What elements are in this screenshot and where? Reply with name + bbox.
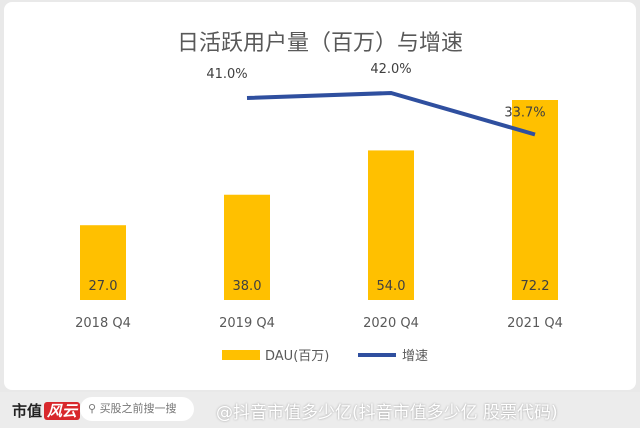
line-label: 41.0% — [206, 67, 247, 82]
bar-label: 38.0 — [233, 279, 262, 294]
legend-bar-swatch — [222, 350, 260, 360]
x-tick-label: 2018 Q4 — [75, 316, 131, 331]
line-label: 42.0% — [370, 62, 411, 77]
chart-title: 日活跃用户量（百万）与增速 — [177, 31, 463, 56]
chart: 日活跃用户量（百万）与增速 27.0 38.0 54.0 72.2 2018 Q4 20… — [75, 31, 563, 364]
logo: 市值 风云 — [12, 400, 81, 421]
search-icon: ⚲ — [88, 402, 100, 415]
bar-label: 72.2 — [521, 279, 550, 294]
line-label: 33.7% — [504, 106, 545, 121]
bar — [224, 194, 270, 300]
growth-line — [246, 90, 536, 137]
bar — [368, 150, 414, 300]
bar — [80, 225, 126, 300]
bar-label: 27.0 — [89, 279, 118, 294]
x-tick-label: 2021 Q4 — [507, 316, 563, 331]
search-input[interactable]: ⚲ 买股之前搜一搜 — [80, 397, 194, 421]
footer: 市值 风云 ⚲ 买股之前搜一搜 @抖音市值多少亿(抖音市值多少亿 股票代码) — [0, 392, 640, 428]
x-tick-label: 2019 Q4 — [219, 316, 275, 331]
legend-label: 增速 — [402, 349, 428, 364]
watermark: @抖音市值多少亿(抖音市值多少亿 股票代码) — [216, 403, 558, 423]
bar-label: 54.0 — [377, 279, 406, 294]
legend-label: DAU(百万) — [265, 349, 329, 364]
x-tick-label: 2020 Q4 — [363, 316, 419, 331]
